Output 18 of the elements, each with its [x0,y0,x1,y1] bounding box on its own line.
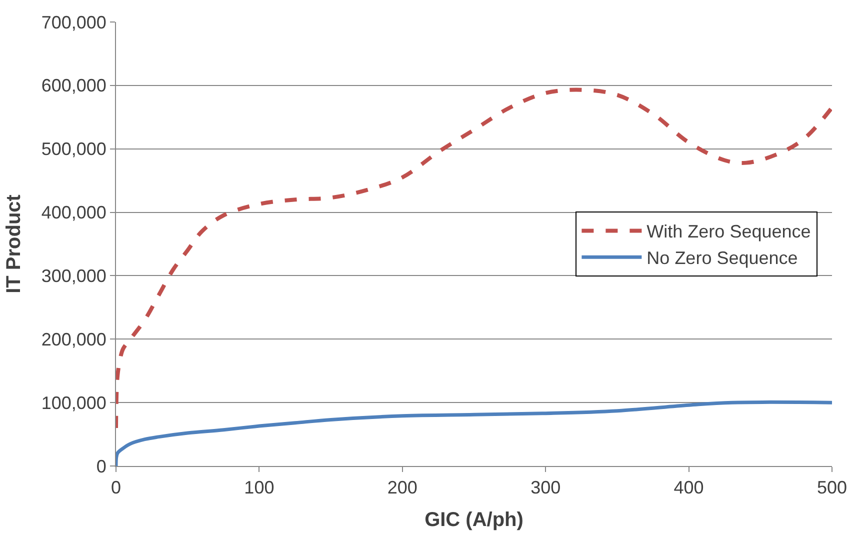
legend-label: No Zero Sequence [646,248,798,268]
y-tick-label: 0 [96,456,106,476]
y-tick-label: 200,000 [41,329,106,350]
y-tick-label: 300,000 [41,266,106,286]
x-axis-title: GIC (A/ph) [424,509,524,532]
x-tick-label: 500 [816,478,848,498]
y-tick-label: 400,000 [41,202,106,223]
x-tick-label: 300 [530,478,561,498]
y-tick-label: 500,000 [41,139,106,160]
x-tick-label: 400 [674,478,704,498]
x-tick-label: 0 [110,478,122,498]
y-axis-title: IT Product [2,194,25,294]
x-tick-label: 100 [244,478,274,498]
legend-label: With Zero Sequence [646,222,811,242]
x-tick-label: 200 [387,478,418,498]
y-tick-label: 700,000 [41,12,106,32]
y-tick-label: 100,000 [41,392,106,413]
y-tick-label: 600,000 [41,76,106,96]
